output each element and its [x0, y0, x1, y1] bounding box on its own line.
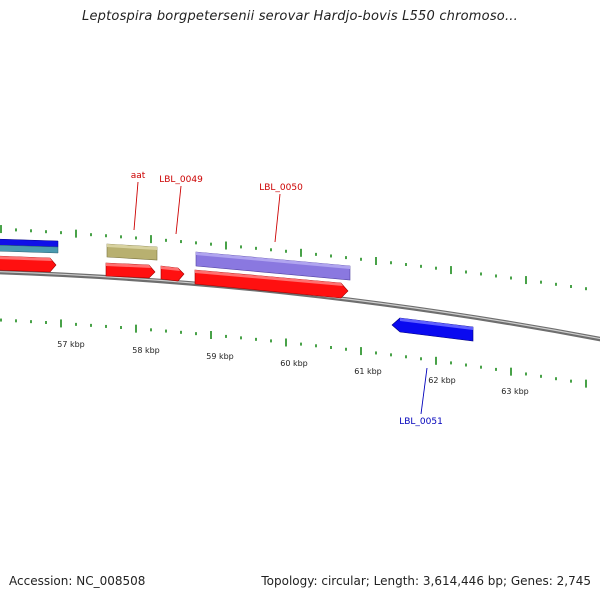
upper-tick-row	[0, 225, 587, 291]
gene-track-cds	[0, 255, 349, 299]
kbp-label: 62 kbp	[428, 376, 456, 385]
kbp-label: 58 kbp	[132, 346, 160, 355]
gene-label-lbl-0050[interactable]: LBL_0050	[259, 183, 303, 193]
map-title: Leptospira borgpetersenii serovar Hardjo…	[82, 9, 518, 24]
leader-lbl-0049	[175, 185, 182, 235]
gene-lbl-0051[interactable]	[391, 317, 474, 342]
genome-summary-text: Topology: circular; Length: 3,614,446 bp…	[261, 574, 591, 588]
kbp-label: 63 kbp	[501, 387, 529, 396]
lower-tick-row	[0, 318, 587, 388]
kbp-label: 59 kbp	[206, 352, 234, 361]
gene-track-upper	[0, 238, 351, 281]
gene-label-lbl-0051[interactable]: LBL_0051	[399, 417, 443, 427]
accession-text: Accession: NC_008508	[9, 574, 146, 588]
leader-lbl-0050	[274, 193, 281, 243]
kbp-label: 60 kbp	[280, 359, 308, 368]
leader-aat	[133, 181, 139, 231]
leader-lbl-0051	[420, 367, 428, 415]
kbp-scale: 57 kbp 58 kbp 59 kbp 60 kbp 61 kbp 62 kb…	[57, 340, 529, 396]
gene-label-aat[interactable]: aat	[131, 171, 146, 181]
gene-label-lbl-0049[interactable]: LBL_0049	[159, 175, 203, 185]
gene-teal-partial[interactable]	[0, 244, 59, 254]
kbp-label: 61 kbp	[354, 367, 382, 376]
kbp-label: 57 kbp	[57, 340, 85, 349]
